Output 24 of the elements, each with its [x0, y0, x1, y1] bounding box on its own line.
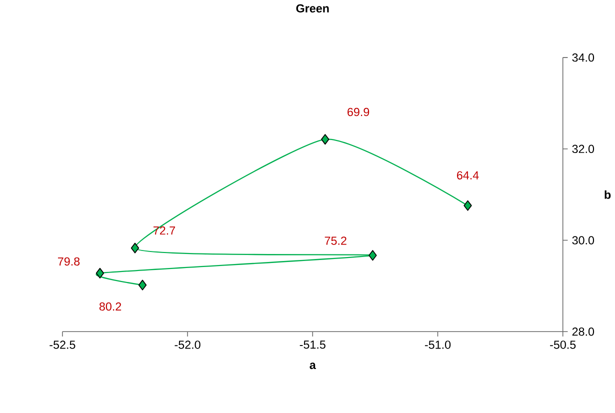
y-axis-title: b — [604, 190, 611, 200]
point — [130, 242, 140, 254]
point — [138, 280, 147, 291]
y-tick-label: 34.0 — [572, 54, 594, 62]
annotation: 64.4 — [457, 171, 479, 180]
point — [321, 134, 330, 145]
x-tick-label: -50.5 — [550, 340, 576, 350]
annotation: 69.9 — [348, 108, 370, 116]
y-tick-label: 28.0 — [572, 328, 594, 336]
x-axis-title: a — [310, 362, 316, 370]
y-tick-label: 30.0 — [572, 236, 594, 245]
point — [96, 268, 104, 279]
annotation: 79.8 — [58, 258, 80, 266]
point — [368, 250, 377, 261]
x-tick-label: -52.5 — [50, 340, 76, 350]
chart-title: Green — [296, 4, 329, 13]
annotation: 80.2 — [99, 302, 122, 311]
x-tick-label: -51.0 — [424, 340, 451, 350]
x-tick-label: -51.5 — [300, 340, 326, 349]
annotation: 75.2 — [324, 236, 346, 246]
y-tick-label: 32.0 — [572, 144, 594, 154]
point — [464, 200, 472, 212]
annotation: 72.7 — [154, 226, 176, 235]
x-tick-label: -52.0 — [174, 340, 200, 350]
